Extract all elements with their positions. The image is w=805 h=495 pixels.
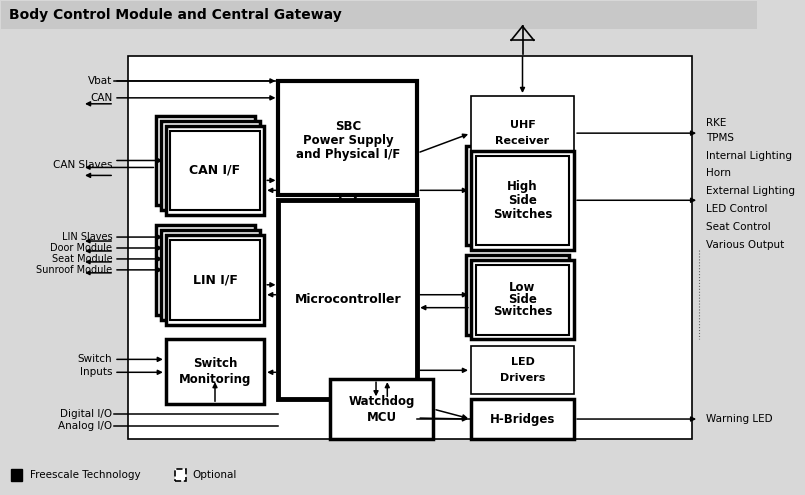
Text: Receiver: Receiver: [495, 136, 550, 146]
Text: and Physical I/F: and Physical I/F: [295, 148, 400, 160]
Text: Freescale Technology: Freescale Technology: [30, 470, 140, 480]
Text: RKE: RKE: [706, 118, 726, 128]
Text: Switches: Switches: [493, 208, 552, 221]
Text: Inputs: Inputs: [80, 367, 112, 377]
Text: Internal Lighting: Internal Lighting: [706, 150, 791, 160]
Text: Microcontroller: Microcontroller: [295, 293, 401, 306]
Bar: [161, 121, 259, 210]
Text: Body Control Module and Central Gateway: Body Control Module and Central Gateway: [9, 8, 341, 22]
Text: Digital I/O: Digital I/O: [60, 409, 112, 419]
Bar: [330, 379, 433, 439]
Bar: [471, 150, 574, 250]
Text: LIN Slaves: LIN Slaves: [61, 232, 112, 242]
Text: Drivers: Drivers: [500, 373, 545, 383]
Bar: [128, 56, 691, 439]
Text: Sunroof Module: Sunroof Module: [36, 265, 112, 275]
Text: Switch: Switch: [193, 357, 237, 370]
Bar: [2, 1, 758, 29]
Text: H-Bridges: H-Bridges: [489, 412, 555, 426]
Bar: [476, 265, 569, 335]
Text: Side: Side: [508, 293, 537, 306]
Bar: [476, 155, 569, 245]
Text: Door Module: Door Module: [50, 243, 112, 253]
Bar: [166, 126, 264, 215]
Bar: [279, 81, 417, 196]
Bar: [471, 399, 574, 439]
Bar: [156, 116, 255, 205]
Text: External Lighting: External Lighting: [706, 186, 795, 197]
Text: TPMS: TPMS: [706, 133, 733, 143]
Text: CAN: CAN: [90, 93, 112, 103]
Bar: [466, 146, 569, 245]
Text: Monitoring: Monitoring: [179, 373, 251, 386]
Text: CAN Slaves: CAN Slaves: [52, 160, 112, 170]
Text: Warning LED: Warning LED: [706, 414, 772, 424]
Bar: [161, 230, 259, 320]
Text: Vbat: Vbat: [88, 76, 112, 86]
Bar: [171, 240, 259, 320]
Text: Seat Control: Seat Control: [706, 222, 770, 232]
Text: Power Supply: Power Supply: [303, 134, 393, 147]
Text: Horn: Horn: [706, 168, 731, 178]
Bar: [466, 255, 569, 335]
Bar: [279, 200, 417, 399]
Bar: [471, 96, 574, 170]
Text: MCU: MCU: [366, 410, 397, 424]
Text: Low: Low: [510, 281, 535, 294]
Text: Switches: Switches: [493, 305, 552, 318]
Text: Various Output: Various Output: [706, 240, 784, 250]
Bar: [156, 225, 255, 315]
Text: Watchdog: Watchdog: [349, 395, 415, 408]
Text: Optional: Optional: [192, 470, 237, 480]
Text: Seat Module: Seat Module: [52, 254, 112, 264]
Text: Switch: Switch: [77, 354, 112, 364]
Text: SBC: SBC: [335, 120, 361, 133]
Text: LED Control: LED Control: [706, 204, 767, 214]
Text: LED: LED: [510, 357, 535, 367]
Text: LIN I/F: LIN I/F: [192, 273, 237, 286]
Text: UHF: UHF: [510, 120, 535, 130]
Bar: [175, 469, 187, 481]
Bar: [171, 131, 259, 210]
Text: High: High: [507, 180, 538, 193]
Bar: [471, 346, 574, 394]
Bar: [166, 235, 264, 325]
Bar: [471, 260, 574, 340]
Text: Side: Side: [508, 194, 537, 207]
Text: CAN I/F: CAN I/F: [189, 164, 241, 177]
Bar: [10, 469, 22, 481]
Text: Analog I/O: Analog I/O: [58, 421, 112, 431]
Bar: [166, 340, 264, 404]
